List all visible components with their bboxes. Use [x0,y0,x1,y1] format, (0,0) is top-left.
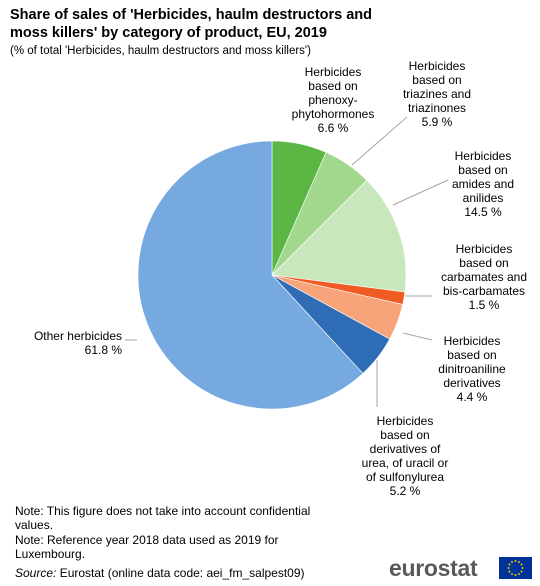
slice-value-label: 5.9 % [422,115,453,129]
slice-name-line: derivatives [443,376,500,390]
slice-name-line: Herbicides [455,149,512,163]
note-reference-year: Note: Reference year 2018 data used as 2… [15,533,279,561]
eu-flag-icon [499,557,532,579]
eu-flag-star [511,573,513,576]
source-label: Source: [15,566,57,580]
eu-flag-star [511,560,513,563]
pie-slice [137,140,364,410]
slice-label: Herbicides based on amides and anilides 14.5… [452,149,514,219]
slice-name-line: based on [459,256,508,270]
slice-name-line: based on [380,428,429,442]
slice-label: Other herbicides 61.8 % [34,329,122,357]
slice-value-label: 6.6 % [318,121,349,135]
slice-name-line: Herbicides [409,59,466,73]
slice-value-label: 1.5 % [469,298,500,312]
slice-value-label: 4.4 % [457,390,488,404]
slice-name-line: triazines and [403,87,471,101]
slice-name-line: Herbicides [444,334,501,348]
eu-flag-star [514,560,517,562]
slice-label: Herbicides based on dinitroaniline derivati… [438,334,506,404]
slice-name-line: based on [447,348,496,362]
slice-label: Herbicides based on carbamates and bis-carb… [441,242,527,312]
slice-name-line: Herbicides [456,242,513,256]
slice-label: Herbicides based on triazines and triazinon… [403,59,471,129]
slice-label: Herbicides based on derivatives of urea, of… [362,414,449,498]
slice-name-line: based on [412,73,461,87]
eu-flag-star [520,563,523,566]
slice-value-label: 14.5 % [464,205,502,219]
eu-flag-star [514,574,517,576]
slice-name-line: anilides [463,191,504,205]
slice-name-line: Herbicides [377,414,434,428]
chart-subtitle: (% of total 'Herbicides, haulm destructo… [10,45,311,57]
slice-label: Herbicides based on phenoxy-phytohormones 6… [292,65,375,135]
slice-name-line: of sulfonylurea [366,470,444,484]
eu-flag-stars [507,560,524,576]
eu-flag-star [508,563,511,566]
leader-line [351,116,408,166]
slice-name-line: dinitroaniline [438,362,506,376]
pie-slice [271,179,407,293]
eu-flag-star [518,573,520,576]
source-line: Source: Eurostat (online data code: aei_… [15,566,305,580]
slice-value-label: 61.8 % [85,343,123,357]
logo-text: eurostat [389,555,478,581]
source-text: Eurostat (online data code: aei_fm_salpe… [56,566,305,580]
slice-name-line: based on [308,79,357,93]
slice-name-line: amides and [452,177,514,191]
slice-name-line: carbamates and [441,270,527,284]
leader-line [402,332,433,341]
slice-name-line: phenoxy- [308,93,357,107]
slice-name-line: phytohormones [292,107,375,121]
slice-name-line: based on [458,163,507,177]
slice-name-line: derivatives of [370,442,441,456]
eu-flag-background [499,557,532,579]
slice-value-label: 5.2 % [390,484,421,498]
pie-slices [137,140,407,410]
slice-name-line: Other herbicides [34,329,122,343]
slice-name-line: bis-carbamates [443,284,525,298]
slice-name-line: urea, of uracil or [362,456,449,470]
slice-name-line: Herbicides [305,65,362,79]
slice-name-line: triazinones [408,101,466,115]
leader-line [392,179,449,206]
chart-title: Share of sales of 'Herbicides, haulm des… [10,7,373,41]
note-confidential: Note: This figure does not take into acc… [15,504,311,532]
eu-flag-star [507,567,510,569]
slice-labels: Herbicides based on phenoxy-phytohormones 6… [34,59,527,498]
eu-flag-star [518,560,520,563]
eu-flag-star [521,567,524,569]
eu-flag-star [520,570,523,573]
eu-flag-star [508,570,511,573]
leader-lines [125,116,449,407]
